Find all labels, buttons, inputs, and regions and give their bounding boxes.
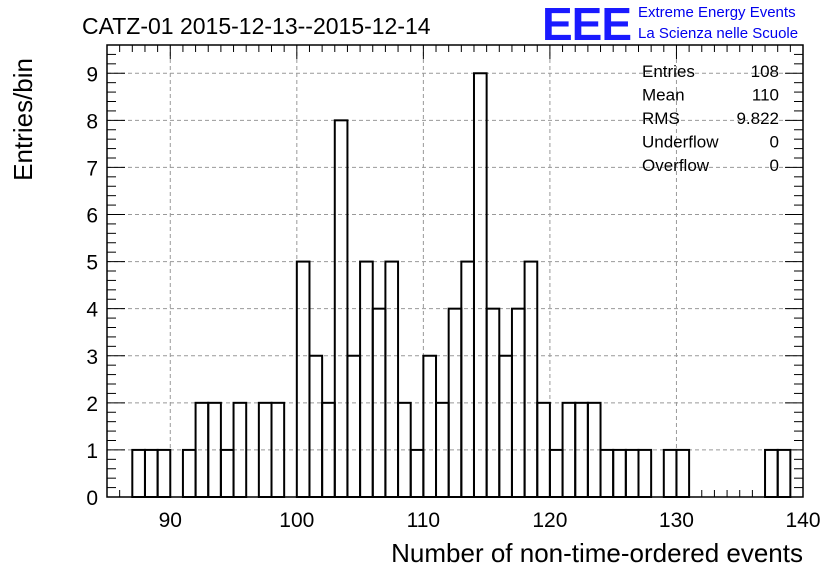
axis-ticks <box>106 44 804 498</box>
logo: EEE Extreme Energy Events La Scienza nel… <box>542 0 798 50</box>
y-tick-label: 4 <box>86 299 98 322</box>
histogram-bin <box>409 448 425 498</box>
x-axis-label: Number of non-time-ordered events <box>391 538 803 568</box>
y-tick-label: 1 <box>86 440 98 463</box>
histogram-bin <box>359 260 374 499</box>
grid-lines <box>107 45 804 497</box>
histogram-bin <box>523 260 539 499</box>
stats-value: 0 <box>770 133 779 152</box>
x-tick-label: 100 <box>279 509 314 532</box>
stats-value: 9.822 <box>736 109 779 128</box>
logo-line2: La Scienza nelle Scuole <box>638 25 798 42</box>
x-tick-label: 90 <box>159 509 182 532</box>
y-tick-label: 9 <box>86 63 98 86</box>
y-tick-label: 0 <box>86 487 98 510</box>
histogram-bin <box>346 354 362 498</box>
histogram-bin <box>422 354 438 498</box>
histogram-bin <box>637 448 653 498</box>
stats-label: Underflow <box>642 133 719 152</box>
histogram-bin <box>662 448 678 498</box>
stats-value: 108 <box>751 62 779 81</box>
y-tick-label: 7 <box>86 157 98 180</box>
logo-line1: Extreme Energy Events <box>638 4 796 21</box>
histogram-bin <box>776 448 792 498</box>
histogram-bin <box>675 448 691 498</box>
histogram-bin <box>143 448 159 498</box>
stats-box: Entries 108 Mean 110 RMS 9.822 Underflow 0 Overf… <box>642 62 779 175</box>
histogram-bin <box>624 448 640 498</box>
histogram-bin <box>460 260 475 499</box>
chart-title: CATZ-01 2015-12-13--2015-12-14 <box>82 13 431 39</box>
logo-mark: EEE <box>542 0 631 50</box>
y-tick-label: 8 <box>86 110 98 133</box>
histogram-bin <box>612 448 627 498</box>
histogram-bin <box>156 448 172 498</box>
x-tick-label: 120 <box>532 509 567 532</box>
stats-label: Overflow <box>642 156 710 175</box>
histogram-bin <box>764 448 779 498</box>
histogram-bin <box>599 448 615 498</box>
y-axis-label: Entries/bin <box>8 58 38 181</box>
stats-value: 110 <box>752 86 779 105</box>
y-tick-label: 5 <box>86 252 98 275</box>
histogram-bin <box>548 448 564 498</box>
x-tick-label: 140 <box>785 509 820 532</box>
x-tick-label: 130 <box>659 509 694 532</box>
plot-frame <box>106 44 804 498</box>
y-tick-label: 6 <box>86 205 98 228</box>
stats-value: 0 <box>770 156 779 175</box>
histogram-bin <box>181 448 197 498</box>
stats-label: Mean <box>642 86 685 105</box>
histogram-bin <box>384 260 400 499</box>
x-tick-label: 110 <box>407 509 440 532</box>
y-tick-label: 2 <box>86 393 98 416</box>
histogram-bin <box>472 72 488 498</box>
histogram-bin <box>131 448 146 498</box>
histogram-bin <box>498 354 513 498</box>
histogram-bin <box>308 354 324 498</box>
stats-label: Entries <box>642 62 695 81</box>
histogram-bin <box>295 260 311 499</box>
y-tick-label: 3 <box>86 346 98 369</box>
stats-label: RMS <box>642 109 680 128</box>
axis-tick-labels: 90 100 110 120 130 140 0 1 2 3 4 5 6 7 8 9 <box>86 63 820 532</box>
histogram-bin <box>219 448 235 498</box>
